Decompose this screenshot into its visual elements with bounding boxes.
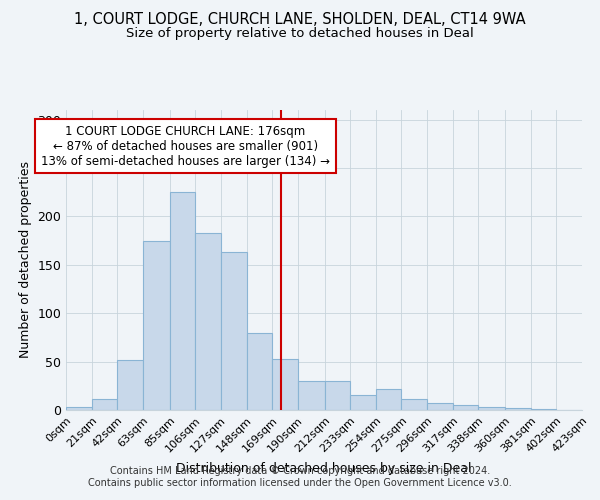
Bar <box>221 252 247 410</box>
Bar <box>376 388 401 410</box>
X-axis label: Distribution of detached houses by size in Deal: Distribution of detached houses by size … <box>176 462 472 475</box>
Bar <box>427 403 452 410</box>
Bar <box>325 381 350 410</box>
Bar <box>531 409 556 410</box>
Bar <box>401 400 427 410</box>
Text: 1, COURT LODGE, CHURCH LANE, SHOLDEN, DEAL, CT14 9WA: 1, COURT LODGE, CHURCH LANE, SHOLDEN, DE… <box>74 12 526 28</box>
Text: Contains HM Land Registry data © Crown copyright and database right 2024.: Contains HM Land Registry data © Crown c… <box>110 466 490 476</box>
Bar <box>247 332 272 410</box>
Y-axis label: Number of detached properties: Number of detached properties <box>19 162 32 358</box>
Text: Contains public sector information licensed under the Open Government Licence v3: Contains public sector information licen… <box>88 478 512 488</box>
Bar <box>92 400 117 410</box>
Bar <box>117 360 143 410</box>
Text: Size of property relative to detached houses in Deal: Size of property relative to detached ho… <box>126 28 474 40</box>
Bar <box>452 405 478 410</box>
Bar <box>66 407 92 410</box>
Bar <box>143 240 170 410</box>
Bar <box>350 394 376 410</box>
Bar <box>505 408 531 410</box>
Bar <box>478 407 505 410</box>
Bar <box>272 358 298 410</box>
Bar <box>196 233 221 410</box>
Text: 1 COURT LODGE CHURCH LANE: 176sqm
← 87% of detached houses are smaller (901)
13%: 1 COURT LODGE CHURCH LANE: 176sqm ← 87% … <box>41 124 330 168</box>
Bar <box>298 381 325 410</box>
Bar <box>170 192 196 410</box>
